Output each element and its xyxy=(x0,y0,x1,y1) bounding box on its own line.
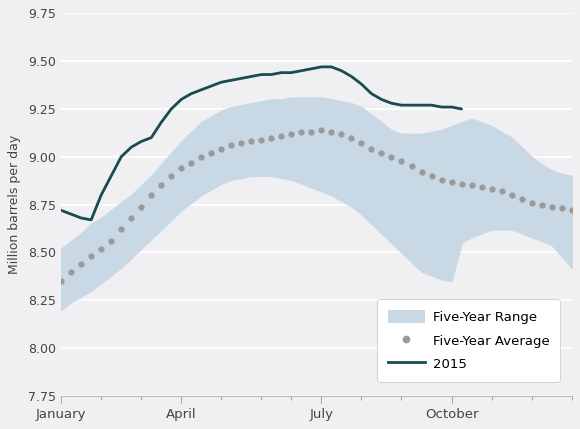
Y-axis label: Million barrels per day: Million barrels per day xyxy=(8,135,21,274)
Legend: Five-Year Range, Five-Year Average, 2015: Five-Year Range, Five-Year Average, 2015 xyxy=(377,299,560,382)
